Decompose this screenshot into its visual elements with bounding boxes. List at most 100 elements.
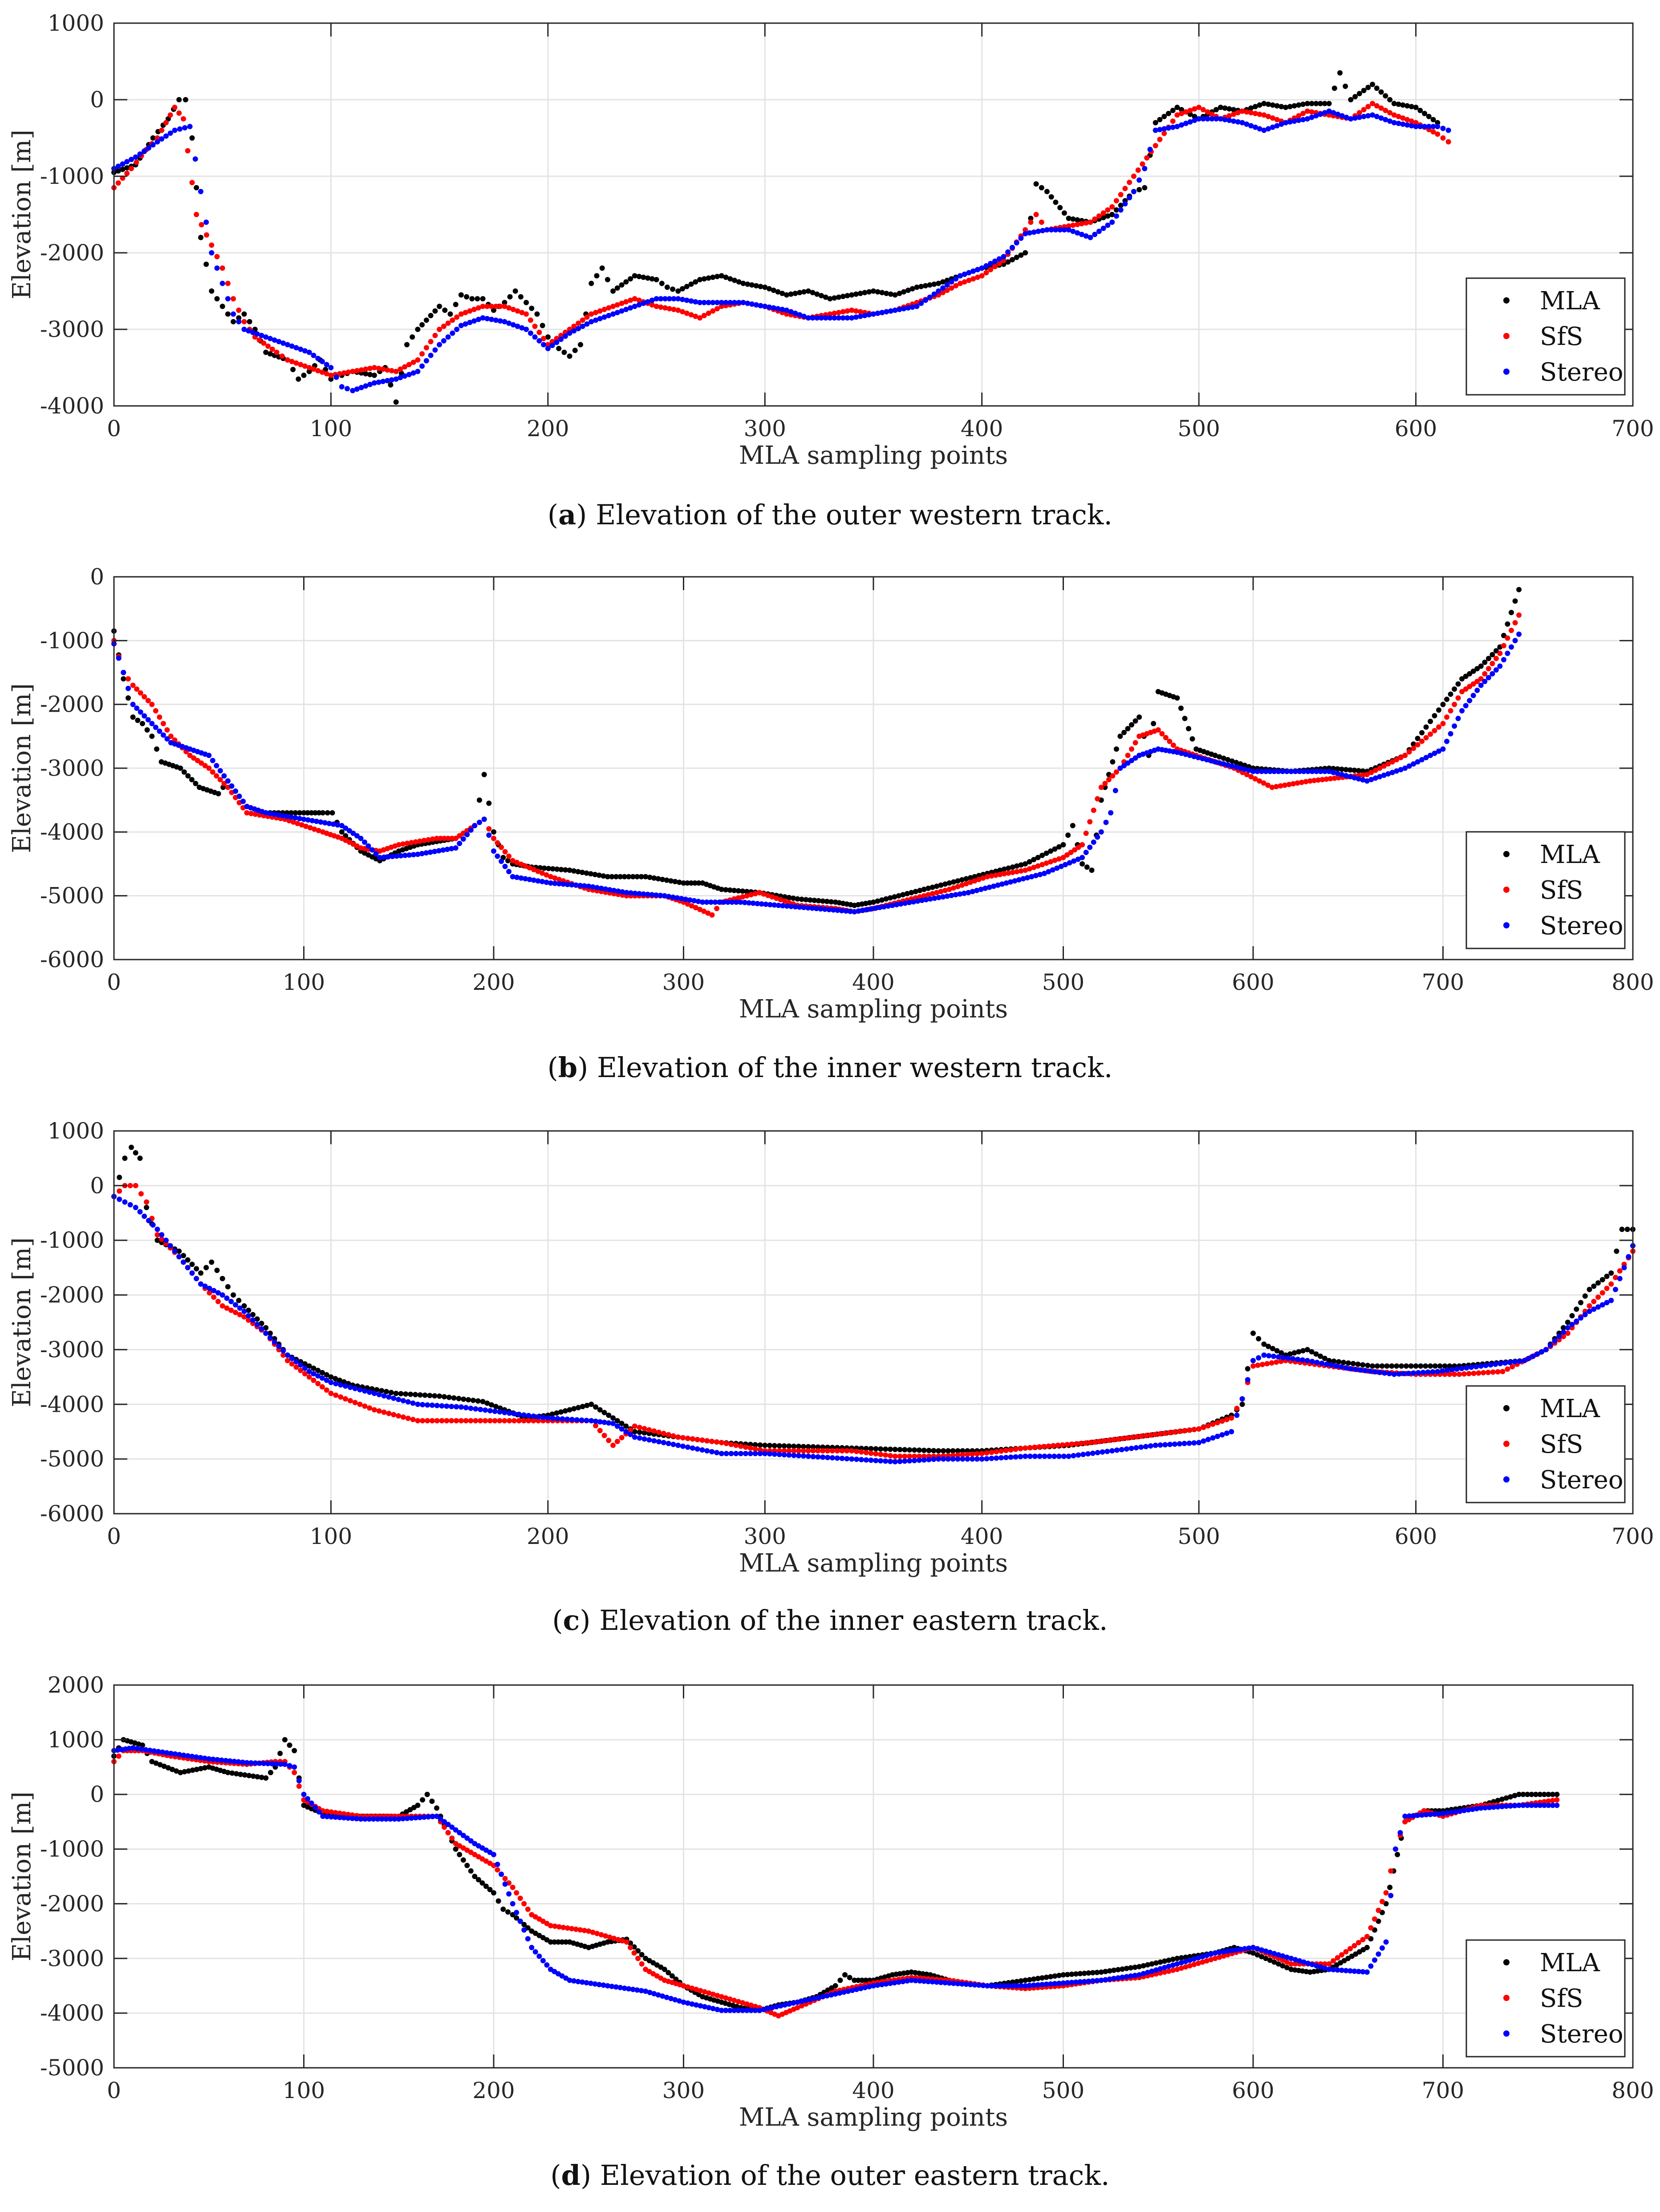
data-point bbox=[1095, 1450, 1100, 1455]
data-point bbox=[651, 875, 657, 881]
x-tick-label: 300 bbox=[744, 416, 786, 442]
data-point bbox=[115, 168, 121, 174]
data-point bbox=[993, 872, 998, 878]
data-point bbox=[176, 97, 182, 102]
data-point bbox=[1057, 205, 1063, 211]
data-point bbox=[1398, 755, 1404, 761]
data-point bbox=[1059, 1442, 1065, 1448]
data-point bbox=[428, 339, 434, 344]
data-point bbox=[396, 1816, 402, 1822]
data-point bbox=[309, 818, 315, 823]
data-point bbox=[1378, 115, 1384, 121]
data-point bbox=[1378, 89, 1384, 95]
data-point bbox=[593, 1423, 599, 1429]
data-point bbox=[1413, 105, 1419, 110]
data-point bbox=[121, 676, 126, 682]
data-point bbox=[149, 733, 155, 739]
data-point bbox=[457, 833, 463, 839]
y-tick-label: -3000 bbox=[40, 316, 104, 342]
data-point bbox=[495, 1898, 501, 1904]
data-point bbox=[812, 1996, 817, 2001]
data-point bbox=[150, 1222, 156, 1228]
data-point bbox=[163, 1237, 169, 1243]
data-point bbox=[866, 312, 872, 318]
data-point bbox=[1124, 1965, 1129, 1971]
data-point bbox=[552, 875, 558, 881]
data-point bbox=[1229, 1415, 1234, 1421]
data-point bbox=[1094, 1969, 1100, 1975]
data-point bbox=[393, 399, 399, 405]
data-point bbox=[796, 1443, 802, 1449]
data-point bbox=[925, 892, 931, 898]
data-point bbox=[483, 1418, 488, 1424]
data-point bbox=[944, 288, 950, 293]
data-point bbox=[1368, 777, 1374, 782]
data-point bbox=[480, 315, 486, 321]
data-point bbox=[1068, 850, 1074, 855]
data-point bbox=[468, 1838, 474, 1844]
data-point bbox=[333, 1814, 338, 1820]
data-point bbox=[292, 1748, 297, 1754]
data-point bbox=[252, 1760, 258, 1766]
data-point bbox=[1274, 1359, 1279, 1365]
data-point bbox=[130, 1745, 136, 1751]
data-point bbox=[1495, 1804, 1501, 1810]
data-point bbox=[593, 1418, 599, 1424]
data-point bbox=[1299, 779, 1304, 785]
data-point bbox=[963, 1981, 969, 1987]
data-point bbox=[797, 290, 803, 296]
data-point bbox=[970, 268, 976, 274]
data-point bbox=[469, 296, 475, 302]
data-point bbox=[489, 304, 495, 309]
data-point bbox=[984, 1983, 990, 1989]
data-point bbox=[701, 276, 707, 282]
data-point bbox=[1481, 1370, 1486, 1376]
data-point bbox=[1124, 1446, 1129, 1452]
data-point bbox=[1069, 1441, 1075, 1447]
data-point bbox=[241, 327, 247, 332]
data-point bbox=[907, 1458, 913, 1464]
data-point bbox=[405, 1415, 411, 1421]
data-point bbox=[1119, 1447, 1124, 1452]
data-point bbox=[1292, 769, 1298, 774]
data-point bbox=[1271, 1959, 1277, 1965]
data-point bbox=[1396, 121, 1401, 126]
data-point bbox=[224, 1305, 230, 1311]
y-tick-label: -3000 bbox=[40, 1945, 104, 1971]
data-point bbox=[1083, 233, 1089, 239]
data-point bbox=[460, 836, 466, 842]
data-point bbox=[276, 1344, 282, 1349]
data-point bbox=[1470, 693, 1476, 698]
data-point bbox=[347, 1385, 353, 1390]
data-point bbox=[415, 369, 421, 374]
data-point bbox=[379, 1388, 385, 1394]
data-point bbox=[1120, 1436, 1126, 1442]
data-point bbox=[1440, 1811, 1446, 1816]
data-point bbox=[614, 1418, 620, 1424]
data-point bbox=[301, 1791, 307, 1797]
data-point bbox=[684, 310, 690, 316]
data-point bbox=[1231, 111, 1237, 117]
data-point bbox=[999, 881, 1005, 887]
data-point bbox=[429, 1418, 435, 1424]
data-point bbox=[328, 373, 334, 378]
data-point bbox=[974, 1456, 980, 1462]
data-point bbox=[1274, 123, 1280, 129]
data-point bbox=[1153, 127, 1158, 133]
data-point bbox=[1485, 656, 1491, 661]
data-point bbox=[1520, 1791, 1526, 1797]
data-point bbox=[1014, 869, 1020, 875]
data-point bbox=[1454, 1366, 1460, 1372]
data-point bbox=[810, 315, 816, 321]
data-point bbox=[944, 282, 950, 288]
data-point bbox=[904, 891, 910, 896]
data-point bbox=[955, 1448, 961, 1454]
data-point bbox=[1205, 1423, 1211, 1429]
data-point bbox=[1238, 1946, 1243, 1952]
data-point bbox=[1391, 1371, 1397, 1377]
data-point bbox=[1624, 1227, 1630, 1232]
data-point bbox=[1387, 110, 1393, 116]
data-point bbox=[172, 1751, 178, 1757]
data-point bbox=[1142, 185, 1148, 190]
data-point bbox=[1466, 1371, 1472, 1377]
